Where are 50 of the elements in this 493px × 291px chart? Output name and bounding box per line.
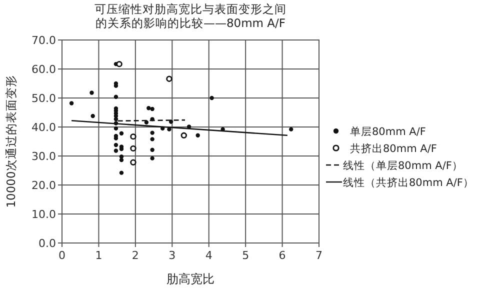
x-tick-label: 2 — [132, 249, 139, 262]
y-tick-label: 0.0 — [38, 237, 56, 250]
legend-label: 线性（单层80mm A/F） — [343, 159, 463, 172]
x-tick-label: 4 — [205, 249, 212, 262]
point — [119, 131, 124, 136]
legend-label: 单层80mm A/F — [350, 125, 426, 138]
point — [90, 114, 95, 118]
y-tick-label: 40.0 — [32, 121, 56, 134]
y-tick-label: 10.0 — [32, 208, 56, 221]
point — [114, 126, 118, 131]
point — [210, 96, 214, 100]
point — [119, 158, 124, 162]
x-tick-label: 3 — [168, 249, 176, 262]
x-tick-label: 1 — [95, 249, 102, 262]
x-tick-label: 7 — [316, 249, 322, 262]
y-tick-label: 60.0 — [32, 63, 56, 76]
point — [130, 159, 136, 166]
point — [119, 170, 124, 175]
y-tick-label: 20.0 — [32, 179, 56, 192]
point — [150, 130, 154, 135]
point — [150, 148, 154, 152]
point — [166, 76, 172, 82]
x-tick-label: 6 — [278, 249, 286, 262]
point — [150, 137, 154, 142]
legend-label: 共挤出80mm A/F — [350, 142, 437, 155]
point — [196, 133, 200, 138]
point — [114, 142, 118, 148]
point — [114, 148, 118, 153]
x-axis-title: 肋高宽比 — [166, 272, 214, 286]
point — [144, 120, 149, 124]
point — [130, 145, 136, 152]
point — [90, 90, 94, 95]
point — [114, 94, 118, 99]
y-tick-label: 50.0 — [32, 92, 56, 105]
legend-label: 线性（共挤出80mm A/F） — [343, 176, 474, 189]
y-tick-label: 30.0 — [32, 150, 56, 163]
x-tick-label: 5 — [242, 249, 250, 262]
chart-title: 可压缩性对肋高宽比与表面变形之间的关系的影响的比较——80mm A/F — [94, 2, 286, 30]
x-tick-label: 0 — [58, 249, 66, 262]
point — [150, 156, 154, 160]
point — [150, 106, 154, 112]
y-tick-label: 70.0 — [32, 34, 56, 47]
point — [146, 106, 151, 110]
point — [130, 133, 136, 140]
point — [180, 132, 187, 139]
point — [288, 127, 294, 132]
y-axis-title: 10000次通过的表面变形 — [4, 75, 18, 208]
point — [69, 101, 74, 106]
point — [114, 117, 118, 122]
point — [116, 60, 122, 68]
